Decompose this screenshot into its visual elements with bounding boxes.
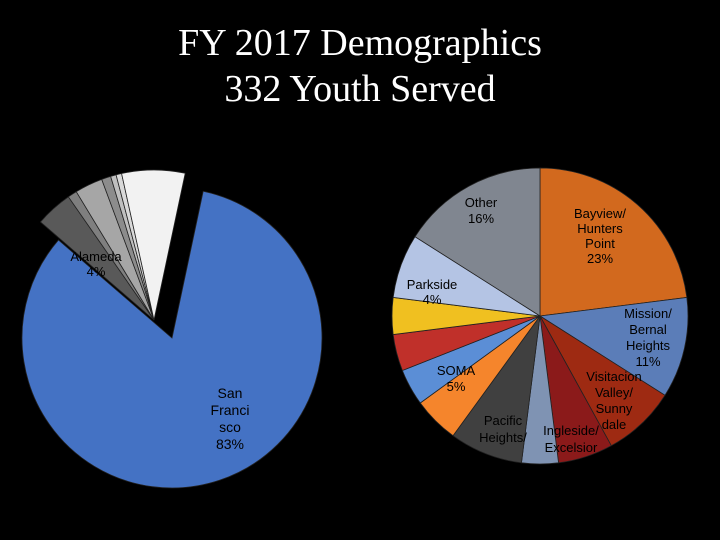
- pie-chart-right: Bayview/Hunters Point 23%Mission/Bernal Hei…: [391, 167, 689, 465]
- slice-label-line: Parkside: [407, 277, 458, 292]
- slice-label-line: Sunny: [596, 401, 633, 416]
- slice-label-soma: SOMA 5%: [437, 363, 476, 394]
- slice-label-line: 83%: [216, 436, 244, 452]
- slice-label-line: 4%: [87, 264, 106, 279]
- slice-label-line: Visitacion: [586, 369, 641, 384]
- slice-label-pacific: Pacific Heights/: [479, 413, 527, 445]
- slice-label-sf: San Franci sco 83%: [211, 385, 250, 452]
- slice-label-line: Other: [465, 195, 498, 210]
- slice-label-visitacion: Visitacion Valley/Sunny dale: [586, 369, 641, 432]
- slice-label-line: Bernal: [629, 322, 667, 337]
- slice-label-line: Bayview/: [574, 206, 626, 221]
- slice-label-line: SOMA: [437, 363, 476, 378]
- slice-label-line: dale: [602, 417, 627, 432]
- slice-label-line: Excelsior: [545, 440, 598, 455]
- slice-label-line: Valley/: [595, 385, 633, 400]
- pie-slice-bayview: [539, 167, 688, 317]
- slice-label-line: Hunters: [577, 221, 623, 236]
- pie-slice-mission: [538, 297, 689, 396]
- slice-label-line: 23%: [587, 251, 613, 266]
- slice-label-line: 4%: [423, 292, 442, 307]
- slice-label-ingleside: Ingleside/Excelsior: [543, 423, 599, 455]
- pie-slice-other: [414, 167, 541, 317]
- slice-label-line: Point: [585, 236, 615, 251]
- pie-slice-sf: [21, 190, 323, 489]
- slice-label-line: 16%: [468, 211, 494, 226]
- slice-label-other: Other 16%: [465, 195, 498, 226]
- title-line-2: 332 Youth Served: [224, 68, 496, 110]
- slice-label-line: Alameda: [70, 249, 122, 264]
- slice-label-line: Mission/: [624, 306, 672, 321]
- slice-label-line: Franci: [211, 402, 250, 418]
- pie-slice-s8: [121, 169, 186, 321]
- slice-label-mission: Mission/Bernal Heights 11%: [624, 306, 672, 369]
- slice-label-line: Heights/: [479, 430, 527, 445]
- title-line-1: FY 2017 Demographics: [178, 22, 542, 64]
- slice-label-line: Heights: [626, 338, 671, 353]
- pie-chart-left: San Franci sco 83% Alameda 4%: [21, 169, 323, 489]
- chart-title: FY 2017 Demographics 332 Youth Served: [0, 20, 720, 112]
- slice-label-line: 5%: [447, 379, 466, 394]
- slice-label-line: San: [218, 385, 243, 401]
- slice-label-line: 11%: [635, 354, 660, 369]
- slice-label-parkside: Parkside 4%: [407, 277, 458, 307]
- slice-label-line: Pacific: [484, 413, 523, 428]
- slice-label-line: Ingleside/: [543, 423, 599, 438]
- slice-label-line: sco: [219, 419, 241, 435]
- slice-label-alameda: Alameda 4%: [70, 249, 122, 279]
- slice-label-bayview: Bayview/Hunters Point 23%: [574, 206, 626, 266]
